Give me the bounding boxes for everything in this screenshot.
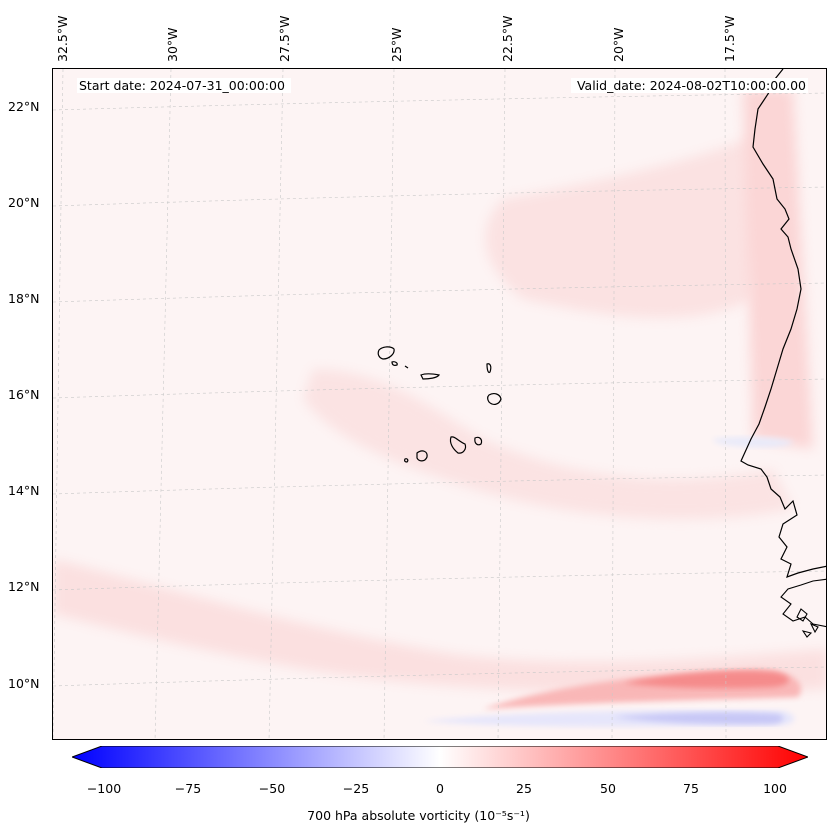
lat-label: 16°N: [8, 387, 40, 402]
vorticity-field: [53, 89, 826, 727]
africa-coastline-south: [780, 578, 826, 628]
lon-label: 17.5°W: [722, 15, 737, 62]
colorbar-tick: 0: [436, 781, 444, 796]
colorbar-tick: −100: [86, 781, 122, 796]
lat-label: 14°N: [8, 483, 40, 498]
colorbar-gradient: [72, 746, 808, 768]
colorbar: [72, 746, 808, 768]
start-date: Start date: 2024-07-31_00:00:00: [77, 78, 291, 93]
map-canvas: [53, 69, 826, 739]
colorbar-tick: −25: [342, 781, 370, 796]
colorbar-tick: 100: [763, 781, 787, 796]
graticule: [53, 69, 826, 739]
valid-date: Valid_date: 2024-08-02T10:00:00.00: [570, 78, 808, 93]
lon-label: 25°W: [389, 27, 404, 62]
lat-label: 10°N: [8, 676, 40, 691]
colorbar-tick: 50: [600, 781, 616, 796]
lat-label: 18°N: [8, 291, 40, 306]
coastal-islands: [796, 608, 819, 638]
colorbar-label: 700 hPa absolute vorticity (10⁻⁵s⁻¹): [307, 808, 530, 823]
lon-label: 22.5°W: [500, 15, 515, 62]
lat-label: 22°N: [8, 99, 40, 114]
colorbar-tick: −50: [258, 781, 286, 796]
colorbar-tick: −75: [174, 781, 202, 796]
lat-label: 12°N: [8, 579, 40, 594]
lon-label: 27.5°W: [277, 15, 292, 62]
colorbar-tick: 25: [516, 781, 532, 796]
lon-label: 32.5°W: [55, 15, 70, 62]
vorticity-map: Start date: 2024-07-31_00:00:00 Valid_da…: [52, 68, 827, 740]
colorbar-tick: 75: [683, 781, 699, 796]
africa-coastline: [740, 69, 826, 578]
cape-verde-islands: [377, 346, 502, 463]
lon-label: 20°W: [611, 27, 626, 62]
lat-label: 20°N: [8, 195, 40, 210]
lon-label: 30°W: [165, 27, 180, 62]
